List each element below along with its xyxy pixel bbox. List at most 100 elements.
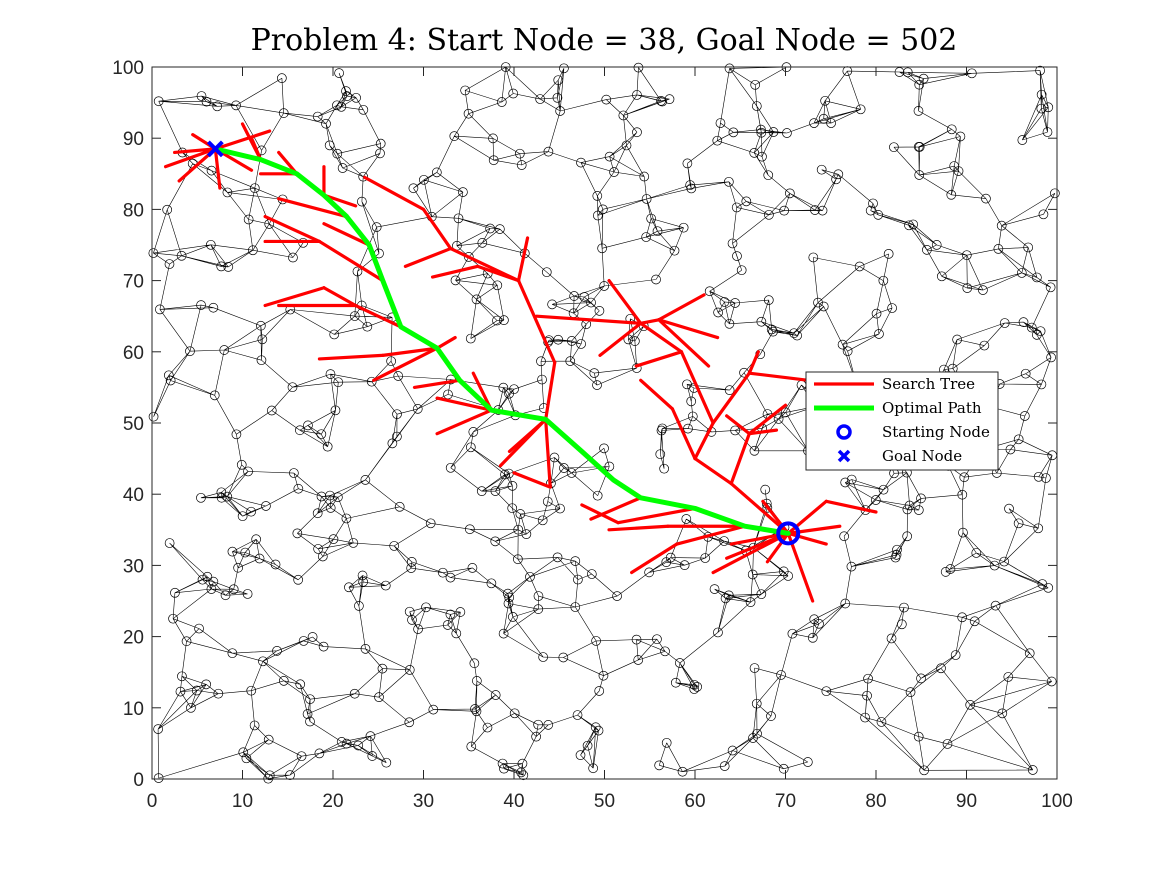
graph-node xyxy=(212,101,223,112)
y-tick-label: 0 xyxy=(133,770,144,791)
graph-node xyxy=(1019,411,1030,421)
graph-node xyxy=(720,593,731,604)
graph-node xyxy=(719,761,730,771)
graph-node xyxy=(1031,330,1042,340)
graph-node xyxy=(246,685,257,696)
graph-node xyxy=(931,240,942,250)
graph-node xyxy=(231,100,241,111)
graph-node xyxy=(191,685,202,696)
graph-node xyxy=(597,243,607,254)
graph-node xyxy=(243,214,254,225)
graph-node xyxy=(236,459,247,470)
graph-node xyxy=(760,484,771,495)
graph-node xyxy=(652,634,662,645)
legend-label: Goal Node xyxy=(882,447,962,465)
graph-node xyxy=(715,118,726,128)
graph-node xyxy=(1024,648,1035,659)
graph-node xyxy=(598,204,608,215)
graph-node xyxy=(317,551,328,562)
graph-node xyxy=(341,513,352,524)
graph-node xyxy=(496,97,507,107)
graph-node xyxy=(453,213,464,224)
graph-node xyxy=(394,501,405,512)
graph-node xyxy=(241,753,252,764)
graph-node xyxy=(854,261,865,272)
graph-node xyxy=(730,425,741,436)
graph-node xyxy=(1023,242,1034,253)
graph-node xyxy=(681,514,692,524)
graph-node xyxy=(513,524,524,535)
graph-node xyxy=(482,722,493,733)
graph-node xyxy=(358,171,369,182)
graph-node xyxy=(686,396,697,407)
graph-node xyxy=(353,740,364,751)
x-tick-label: 100 xyxy=(1041,791,1073,812)
graph-node xyxy=(467,563,478,573)
x-tick-label: 30 xyxy=(413,791,434,812)
graph-node xyxy=(776,670,786,680)
graph-node xyxy=(228,584,239,595)
search-tree-edge xyxy=(512,471,552,489)
graph-node xyxy=(507,481,518,491)
graph-node xyxy=(313,544,323,554)
graph-node xyxy=(559,463,569,473)
graph-node xyxy=(375,148,385,159)
chart-title: Problem 4: Start Node = 38, Goal Node = … xyxy=(251,23,958,58)
graph-node xyxy=(476,486,487,497)
graph-node xyxy=(499,763,509,774)
graph-node xyxy=(656,425,667,436)
graph-node xyxy=(349,311,360,321)
graph-node xyxy=(322,441,333,452)
graph-node xyxy=(220,590,231,601)
graph-node xyxy=(913,106,924,116)
legend-label: Starting Node xyxy=(882,423,990,441)
graph-node xyxy=(380,580,391,591)
graph-node xyxy=(747,569,758,580)
graph-node xyxy=(727,745,738,756)
graph-node xyxy=(404,606,415,617)
graph-node xyxy=(490,690,501,700)
graph-node xyxy=(661,737,672,748)
graph-node xyxy=(586,297,596,308)
graph-node xyxy=(814,618,824,629)
graph-node xyxy=(789,328,799,339)
graph-node xyxy=(196,492,206,503)
graph-node xyxy=(516,160,527,170)
search-tree-edge xyxy=(580,503,620,525)
graph-node xyxy=(170,587,180,598)
graph-node xyxy=(945,564,956,574)
graph-node xyxy=(762,502,773,513)
graph-node xyxy=(404,665,415,675)
graph-node xyxy=(175,686,186,697)
graph-node xyxy=(1033,471,1044,482)
graph-node xyxy=(957,612,968,623)
graph-node xyxy=(870,495,881,505)
x-tick-label: 60 xyxy=(684,791,705,812)
graph-node xyxy=(810,205,820,215)
graph-node xyxy=(641,194,652,204)
graph-node xyxy=(766,324,777,335)
graph-node xyxy=(989,560,1000,571)
graph-node xyxy=(222,187,233,198)
graph-node xyxy=(860,712,870,723)
legend-label: Optimal Path xyxy=(882,399,982,417)
graph-node xyxy=(618,110,629,121)
graph-node xyxy=(227,648,238,659)
search-tree-edge xyxy=(693,421,715,461)
graph-node xyxy=(508,612,518,622)
graph-node xyxy=(445,609,456,620)
graph-node xyxy=(460,85,470,96)
graph-node xyxy=(594,305,605,316)
search-tree-edge xyxy=(516,236,530,283)
search-tree-edge xyxy=(765,531,790,564)
graph-node xyxy=(251,534,262,545)
legend-label: Search Tree xyxy=(882,375,975,393)
graph-node xyxy=(270,559,281,570)
graph-node xyxy=(525,571,535,582)
x-tick-label: 0 xyxy=(147,791,158,812)
graph-node xyxy=(981,193,991,204)
graph-node xyxy=(194,623,204,634)
graph-node xyxy=(514,148,525,159)
graph-node xyxy=(465,442,476,453)
graph-node xyxy=(504,388,514,399)
